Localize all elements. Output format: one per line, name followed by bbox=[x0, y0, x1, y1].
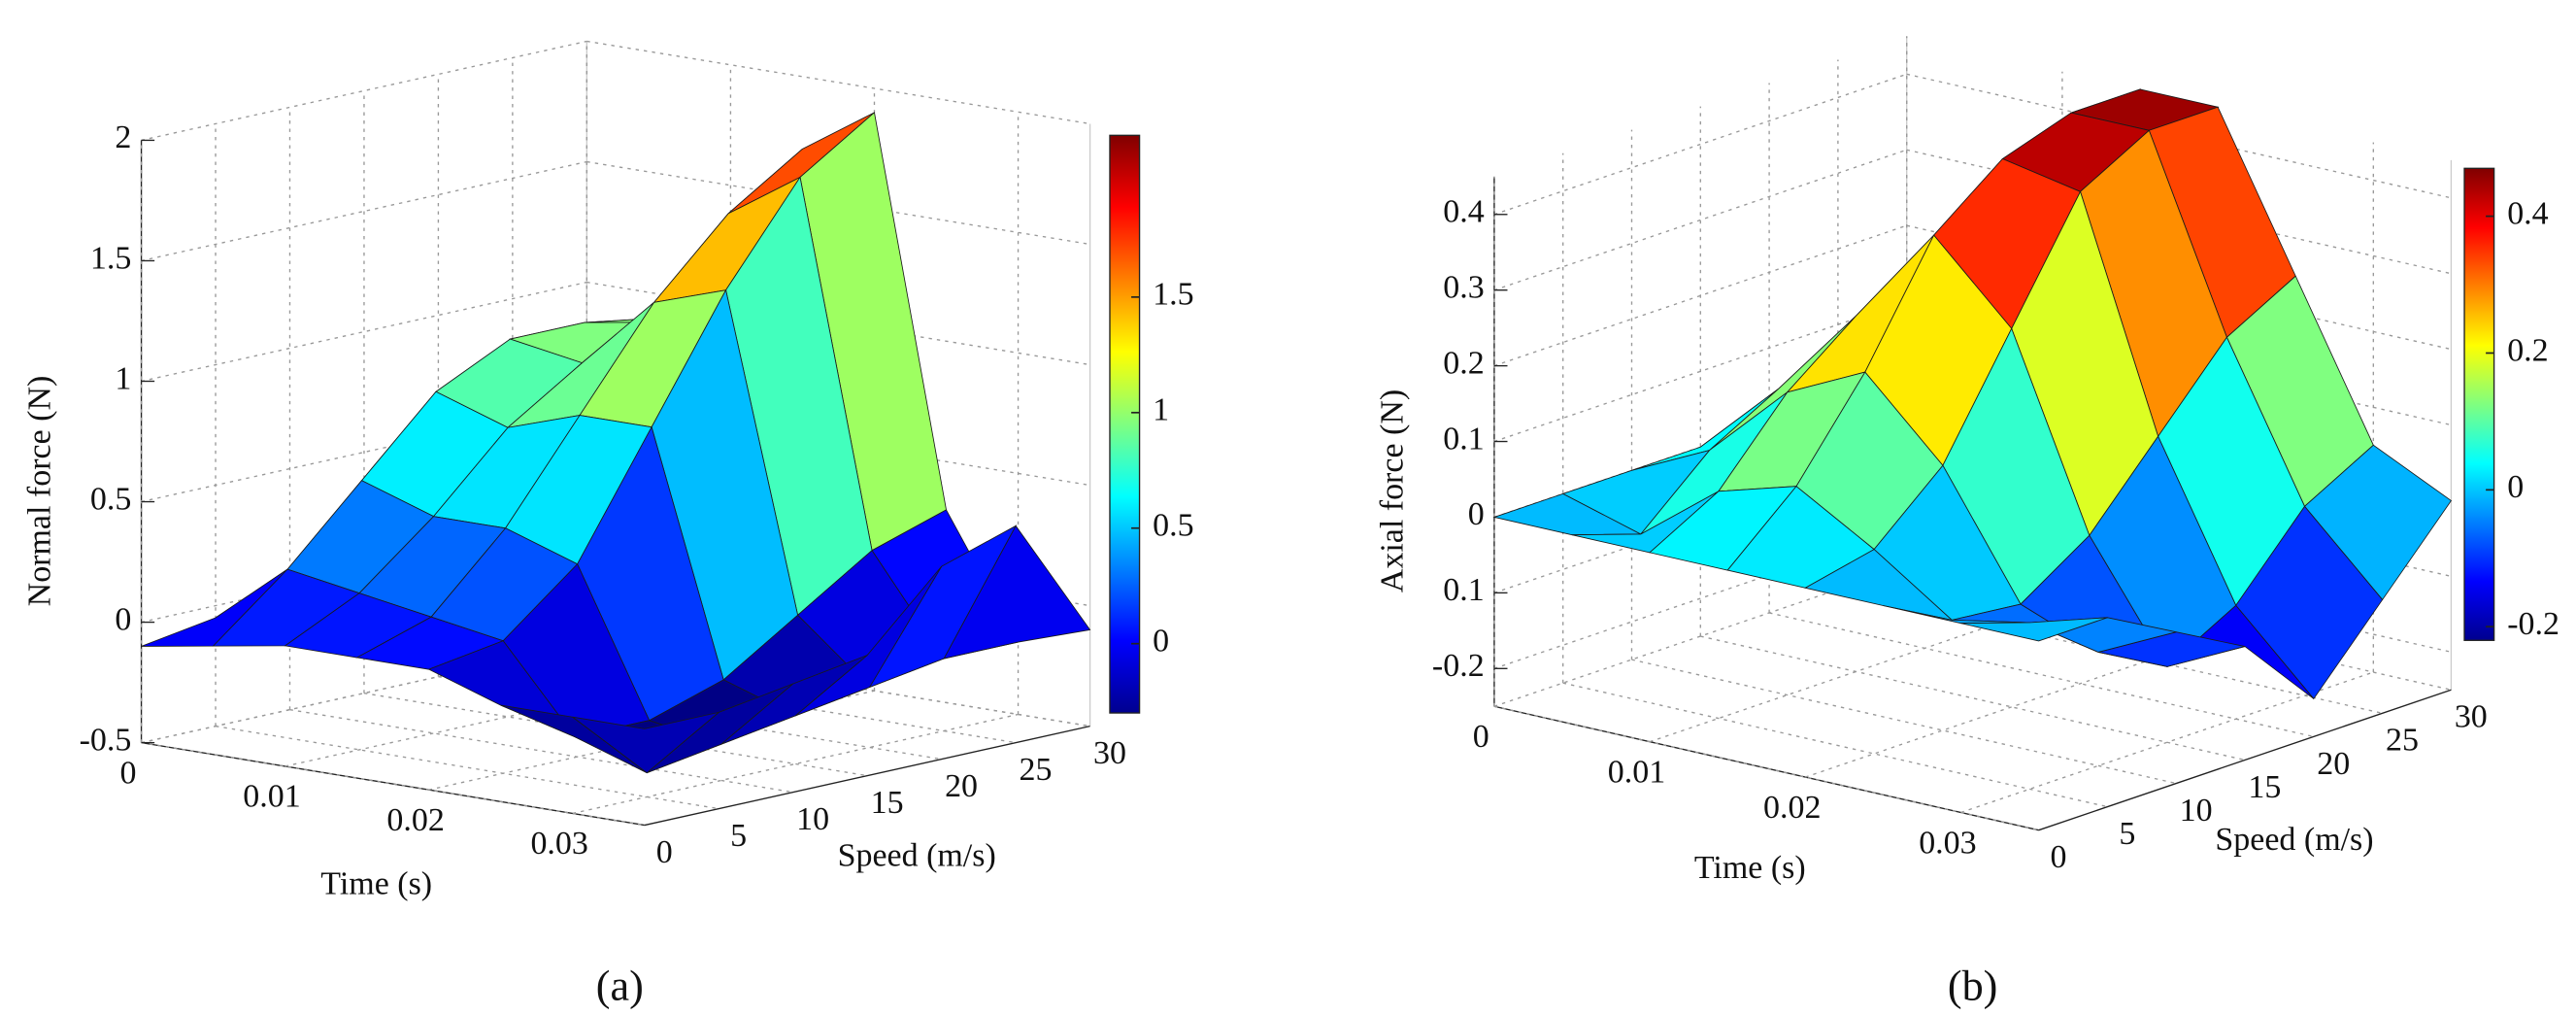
z-tick-label: -0.5 bbox=[80, 722, 132, 758]
grid-line bbox=[289, 708, 793, 794]
y-tick-label: 10 bbox=[796, 801, 829, 837]
grid-line bbox=[1493, 705, 2039, 831]
x-tick-label: 0.02 bbox=[386, 802, 444, 838]
grid-line bbox=[215, 725, 719, 810]
caption: (b) bbox=[1948, 963, 1998, 1010]
z-tick-label: 0.4 bbox=[1443, 194, 1484, 230]
colorbar-tick-label: 0.4 bbox=[2507, 195, 2548, 231]
grid-line bbox=[1906, 73, 2452, 199]
x-tick-label: 0.03 bbox=[530, 826, 587, 862]
z-tick-label: -0.2 bbox=[1432, 648, 1485, 684]
surface-patch bbox=[572, 711, 719, 774]
grid-line bbox=[1562, 682, 2108, 808]
y-tick-label: 25 bbox=[1020, 752, 1053, 788]
colorbar-tick-label: 0 bbox=[2507, 469, 2524, 505]
z-tick-label: 0.1 bbox=[1443, 572, 1484, 608]
z-tick-label: 0 bbox=[115, 601, 131, 637]
grid-line bbox=[586, 160, 1090, 246]
z-tick-label: 0.5 bbox=[90, 481, 131, 517]
grid-line bbox=[141, 741, 645, 827]
colorbar-tick-label: 1 bbox=[1153, 392, 1169, 428]
x-tick-label: 0 bbox=[1473, 719, 1489, 755]
surface-patch bbox=[1960, 617, 2108, 642]
y-tick-label: 20 bbox=[945, 768, 978, 804]
grid-line bbox=[1493, 73, 1907, 216]
y-tick-label: 30 bbox=[2455, 699, 2488, 735]
y-tick-label: 5 bbox=[730, 818, 747, 854]
y-tick-label: 30 bbox=[1093, 735, 1126, 771]
y-tick-label: 15 bbox=[871, 785, 904, 821]
x-tick-label: 0 bbox=[119, 755, 136, 791]
colorbar bbox=[2463, 167, 2495, 641]
z-tick-label: 0 bbox=[1468, 496, 1485, 532]
x-tick-label: 0.01 bbox=[1608, 754, 1665, 790]
grid-line bbox=[1768, 612, 2314, 738]
z-tick-label: 0.2 bbox=[1443, 345, 1484, 381]
grid-line bbox=[141, 281, 587, 383]
y-tick-label: 0 bbox=[2051, 839, 2067, 875]
colorbar bbox=[1109, 134, 1141, 714]
z-tick-label: 1 bbox=[115, 360, 131, 396]
z-axis-label: Normal force (N) bbox=[21, 376, 57, 607]
colorbar-tick-label: 0.5 bbox=[1153, 508, 1193, 544]
grid-line bbox=[586, 40, 1090, 125]
colorbar-tick-label: -0.2 bbox=[2507, 606, 2559, 642]
z-tick-label: 1.5 bbox=[90, 240, 131, 276]
colorbar-tick-label: 0.2 bbox=[2507, 332, 2548, 368]
y-tick-label: 10 bbox=[2180, 793, 2213, 829]
y-tick-label: 0 bbox=[656, 834, 673, 870]
colorbar-tick-label: 0 bbox=[1153, 623, 1169, 659]
grid-line bbox=[141, 160, 587, 262]
colorbar-tick-label: 1.5 bbox=[1153, 277, 1193, 313]
y-tick-label: 15 bbox=[2248, 769, 2281, 805]
y-tick-label: 25 bbox=[2386, 723, 2419, 759]
y-axis-label: Speed (m/s) bbox=[838, 837, 996, 873]
y-tick-label: 5 bbox=[2119, 816, 2135, 852]
x-axis-label: Time (s) bbox=[320, 865, 432, 901]
axis-edge bbox=[2038, 689, 2452, 831]
grid-line bbox=[363, 692, 868, 777]
grid-line bbox=[1493, 149, 1907, 291]
grid-line bbox=[1631, 659, 2177, 785]
z-tick-label: 2 bbox=[115, 119, 131, 155]
z-axis-label: Axial force (N) bbox=[1375, 389, 1411, 592]
grid-line bbox=[1700, 635, 2246, 761]
surface-plot: -0.2 0.1 0 0.1 0.2 0.3 0.4 0 0.01 0.02 0.03 0 5 10 15 2… bbox=[1375, 36, 2559, 1010]
x-tick-label: 0.01 bbox=[243, 779, 300, 815]
x-tick-label: 0.03 bbox=[1919, 825, 1976, 861]
y-axis-label: Speed (m/s) bbox=[2215, 822, 2373, 858]
x-tick-label: 0.02 bbox=[1763, 790, 1821, 826]
y-tick-label: 20 bbox=[2317, 746, 2350, 782]
z-tick-label: 0.3 bbox=[1443, 269, 1484, 305]
grid-line bbox=[141, 40, 587, 142]
z-tick-label: 0.1 bbox=[1443, 421, 1484, 457]
grid-line bbox=[1493, 224, 1907, 367]
x-axis-label: Time (s) bbox=[1694, 850, 1806, 886]
axis-edge bbox=[644, 725, 1090, 827]
grid-line bbox=[572, 713, 1019, 815]
grid-line bbox=[1493, 300, 1907, 443]
caption: (a) bbox=[596, 963, 644, 1010]
